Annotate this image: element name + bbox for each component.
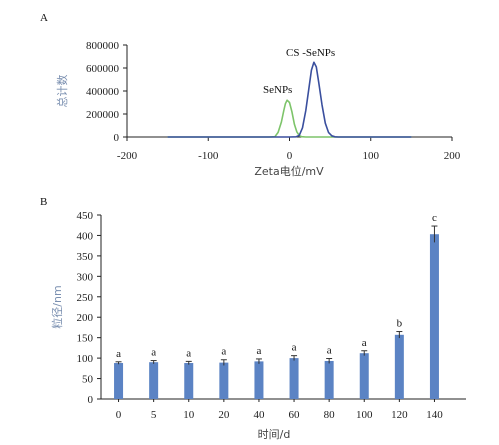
y-axis-label-a: 总计数	[55, 75, 69, 108]
bar-day-120	[394, 334, 404, 399]
significance-letter: a	[186, 347, 191, 359]
bar-day-140	[429, 234, 439, 399]
y-tick-label-b: 0	[88, 394, 94, 406]
significance-letter: a	[221, 346, 226, 358]
bar-day-60	[289, 358, 299, 399]
x-tick-label-a: -100	[198, 150, 219, 162]
y-tick-label-a: 0	[114, 132, 120, 144]
panel-a-label: A	[40, 12, 48, 24]
y-tick-label-b: 250	[77, 292, 94, 304]
x-axis-label-a: Zeta电位/mV	[254, 164, 324, 178]
bar-day-20	[219, 362, 229, 399]
y-tick-label-b: 150	[77, 333, 94, 345]
panel-b-label: B	[40, 196, 47, 208]
y-tick-label-a: 800000	[86, 40, 120, 52]
significance-letter: a	[292, 342, 297, 354]
x-tick-label-a: 200	[444, 150, 461, 162]
y-axis-label-b: 粒径/nm	[50, 285, 64, 328]
x-tick-label-b: 140	[426, 409, 443, 421]
y-tick-label-b: 300	[77, 271, 94, 283]
panel-b-size-chart: B 0 50 100 150 200 250 300 350 400 450 a 0 a 5 a 10 a 20…	[40, 196, 466, 441]
bar-day-40	[254, 361, 264, 399]
series-line-senps	[167, 99, 412, 138]
series-line-cs-senps	[167, 61, 412, 138]
bar-day-80	[324, 360, 334, 399]
panel-a-zeta-chart: A 0 200000 400000 600000 800000 -200 -100 0 100…	[40, 12, 461, 178]
significance-letter: a	[116, 348, 121, 360]
x-tick-label-b: 60	[289, 409, 301, 421]
series-label-cs-senps: CS -SeNPs	[286, 47, 335, 59]
x-tick-label-a: -200	[117, 150, 138, 162]
y-tick-label-b: 450	[77, 210, 94, 222]
x-tick-label-b: 20	[218, 409, 230, 421]
bar-day-5	[149, 362, 159, 399]
y-tick-label-a: 600000	[86, 63, 120, 75]
x-axis-label-b: 时间/d	[258, 428, 291, 441]
significance-letter: a	[327, 345, 332, 357]
y-tick-label-b: 400	[77, 230, 94, 242]
x-tick-label-b: 100	[356, 409, 373, 421]
bar-day-100	[359, 353, 369, 399]
x-tick-label-a: 100	[363, 150, 380, 162]
x-tick-label-b: 5	[151, 409, 157, 421]
y-tick-label-b: 50	[82, 374, 94, 386]
x-tick-label-b: 40	[253, 409, 265, 421]
significance-letter: a	[257, 345, 262, 357]
x-tick-label-b: 120	[391, 409, 408, 421]
bar-day-10	[184, 363, 194, 399]
significance-letter: a	[362, 337, 367, 349]
y-tick-label-a: 200000	[86, 109, 120, 121]
x-tick-label-b: 80	[324, 409, 336, 421]
series-label-senps: SeNPs	[263, 84, 292, 96]
significance-letter: c	[432, 212, 437, 224]
y-tick-label-a: 400000	[86, 86, 120, 98]
y-tick-label-b: 350	[77, 251, 94, 263]
y-tick-label-b: 100	[77, 353, 94, 365]
bar-day-0	[114, 363, 124, 399]
x-tick-label-b: 10	[183, 409, 195, 421]
significance-letter: a	[151, 347, 156, 359]
x-tick-label-b: 0	[116, 409, 122, 421]
y-tick-label-b: 200	[77, 312, 94, 324]
x-tick-label-a: 0	[287, 150, 293, 162]
significance-letter: b	[397, 318, 403, 330]
